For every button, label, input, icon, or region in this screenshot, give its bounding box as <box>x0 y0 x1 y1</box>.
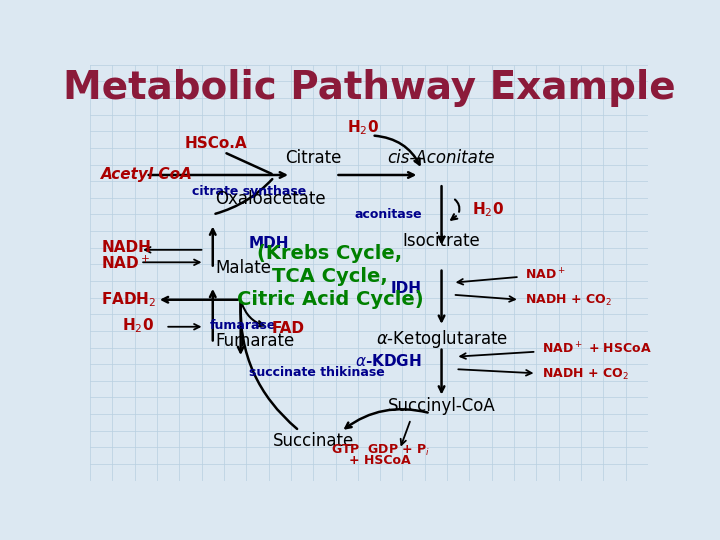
Text: Citrate: Citrate <box>285 149 341 167</box>
Text: MDH: MDH <box>249 236 289 251</box>
Text: $\alpha$-Ketoglutarate: $\alpha$-Ketoglutarate <box>376 328 508 349</box>
Text: NADH + CO$_2$: NADH + CO$_2$ <box>526 293 612 308</box>
Text: Oxaloacetate: Oxaloacetate <box>215 190 326 208</box>
Text: (Krebs Cycle,: (Krebs Cycle, <box>257 245 402 264</box>
Text: FAD: FAD <box>271 321 305 336</box>
Text: NAD$^+$ + HSCoA: NAD$^+$ + HSCoA <box>542 342 652 357</box>
Text: $\alpha$-KDGH: $\alpha$-KDGH <box>355 353 422 369</box>
Text: NAD$^+$: NAD$^+$ <box>526 267 566 283</box>
Text: FADH$_2$: FADH$_2$ <box>101 291 157 309</box>
Text: citrate synthase: citrate synthase <box>192 185 306 198</box>
Text: H$_2$0: H$_2$0 <box>348 118 379 137</box>
Text: + HSCoA: + HSCoA <box>349 454 411 467</box>
Text: Isocitrate: Isocitrate <box>402 232 480 250</box>
Text: fumarase: fumarase <box>210 320 276 333</box>
Text: HSCo.A: HSCo.A <box>184 136 247 151</box>
Text: Acetyl CoA: Acetyl CoA <box>101 167 193 183</box>
Text: Citric Acid Cycle): Citric Acid Cycle) <box>237 290 423 309</box>
Text: NADH + CO$_2$: NADH + CO$_2$ <box>542 367 629 382</box>
Text: Succinyl-CoA: Succinyl-CoA <box>387 397 495 415</box>
Text: H$_2$0: H$_2$0 <box>472 200 504 219</box>
Text: succinate thikinase: succinate thikinase <box>249 366 384 379</box>
Text: aconitase: aconitase <box>354 208 422 221</box>
Text: cis-Aconitate: cis-Aconitate <box>388 149 495 167</box>
Text: NADH: NADH <box>101 240 151 255</box>
Text: GTP  GDP + P$_i$: GTP GDP + P$_i$ <box>330 443 430 458</box>
Text: Metabolic Pathway Example: Metabolic Pathway Example <box>63 69 675 107</box>
Text: NAD$^+$: NAD$^+$ <box>101 255 150 272</box>
Text: H$_2$0: H$_2$0 <box>122 316 154 335</box>
Text: Succinate: Succinate <box>273 431 354 449</box>
Text: IDH: IDH <box>391 281 422 296</box>
Text: Malate: Malate <box>215 259 271 277</box>
Text: Fumarate: Fumarate <box>215 332 294 349</box>
Text: TCA Cycle,: TCA Cycle, <box>272 267 388 286</box>
